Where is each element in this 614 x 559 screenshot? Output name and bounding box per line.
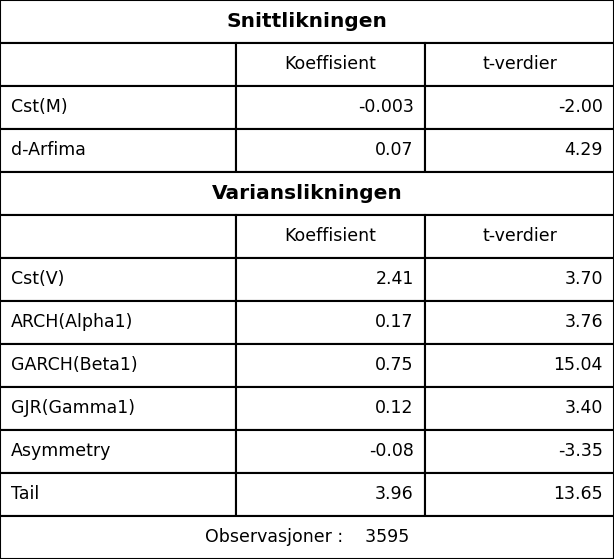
Bar <box>0 86 236 129</box>
Text: 0.07: 0.07 <box>375 141 414 159</box>
Text: -2.00: -2.00 <box>558 98 603 116</box>
Text: 13.65: 13.65 <box>553 486 603 504</box>
Text: 3.76: 3.76 <box>564 314 603 331</box>
Text: Koeffisient: Koeffisient <box>285 228 376 245</box>
Bar <box>0 344 236 387</box>
Text: ARCH(Alpha1): ARCH(Alpha1) <box>11 314 133 331</box>
Bar <box>236 344 425 387</box>
Text: 0.12: 0.12 <box>375 400 414 418</box>
Bar <box>0 301 236 344</box>
Bar <box>236 215 425 258</box>
Bar <box>0 387 236 430</box>
Text: 3.96: 3.96 <box>375 486 414 504</box>
Text: -3.35: -3.35 <box>558 443 603 461</box>
Bar <box>425 258 614 301</box>
Text: GARCH(Beta1): GARCH(Beta1) <box>11 357 138 375</box>
Bar <box>0 473 236 516</box>
Text: Tail: Tail <box>11 486 39 504</box>
Bar <box>0 129 236 172</box>
Text: Observasjoner :    3595: Observasjoner : 3595 <box>205 528 409 547</box>
Bar <box>0 172 614 215</box>
Bar <box>0 516 614 559</box>
Bar <box>425 86 614 129</box>
Bar <box>236 387 425 430</box>
Bar <box>425 215 614 258</box>
Text: t-verdier: t-verdier <box>482 55 557 73</box>
Text: GJR(Gamma1): GJR(Gamma1) <box>11 400 135 418</box>
Text: Asymmetry: Asymmetry <box>11 443 111 461</box>
Text: Koeffisient: Koeffisient <box>285 55 376 73</box>
Text: d-Arfima: d-Arfima <box>11 141 86 159</box>
Text: 3.70: 3.70 <box>564 271 603 288</box>
Text: 15.04: 15.04 <box>554 357 603 375</box>
Bar <box>236 86 425 129</box>
Bar <box>0 430 236 473</box>
Bar <box>425 430 614 473</box>
Text: Snittlikningen: Snittlikningen <box>227 12 387 31</box>
Bar <box>236 129 425 172</box>
Bar <box>425 344 614 387</box>
Bar <box>0 258 236 301</box>
Text: 0.75: 0.75 <box>375 357 414 375</box>
Bar <box>425 43 614 86</box>
Text: -0.08: -0.08 <box>369 443 414 461</box>
Text: 0.17: 0.17 <box>375 314 414 331</box>
Text: -0.003: -0.003 <box>358 98 414 116</box>
Bar <box>425 473 614 516</box>
Bar <box>236 473 425 516</box>
Bar <box>0 0 614 43</box>
Bar <box>236 258 425 301</box>
Text: Varianslikningen: Varianslikningen <box>212 184 402 203</box>
Text: Cst(V): Cst(V) <box>11 271 64 288</box>
Bar <box>425 387 614 430</box>
Text: Cst(M): Cst(M) <box>11 98 68 116</box>
Text: t-verdier: t-verdier <box>482 228 557 245</box>
Bar <box>236 43 425 86</box>
Bar <box>0 215 236 258</box>
Text: 4.29: 4.29 <box>564 141 603 159</box>
Bar <box>236 301 425 344</box>
Bar <box>236 430 425 473</box>
Text: 2.41: 2.41 <box>375 271 414 288</box>
Bar <box>425 129 614 172</box>
Text: 3.40: 3.40 <box>565 400 603 418</box>
Bar <box>425 301 614 344</box>
Bar <box>0 43 236 86</box>
